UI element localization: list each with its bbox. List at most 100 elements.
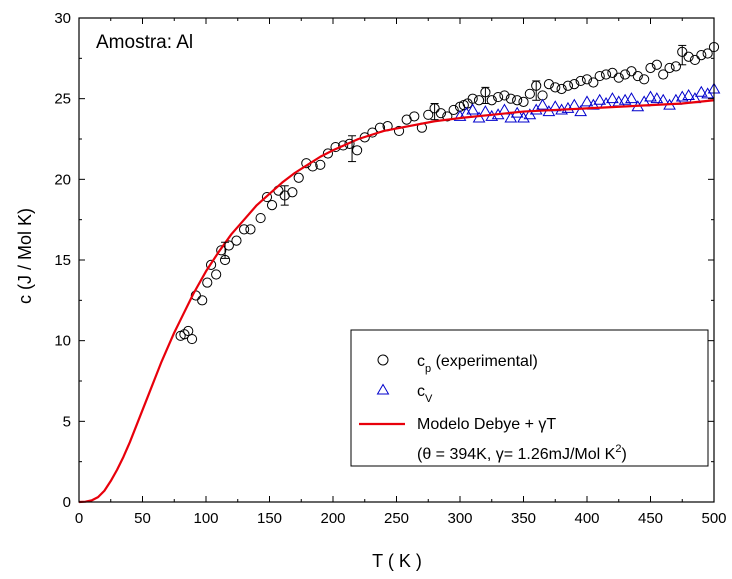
x-tick-label: 50 — [134, 510, 151, 527]
x-axis-title: T ( K ) — [372, 551, 422, 571]
cp-point — [683, 51, 694, 62]
cp-point — [179, 329, 190, 340]
legend-box — [350, 329, 709, 467]
cp-point — [645, 62, 656, 74]
cp-point — [581, 74, 593, 85]
cp-point — [186, 333, 198, 345]
cp-point — [702, 48, 713, 59]
x-tick-label: 0 — [75, 510, 83, 527]
x-tick-label: 450 — [638, 510, 663, 527]
cp-point — [569, 79, 580, 90]
legend-cp-marker — [377, 354, 389, 366]
cp-point — [202, 277, 213, 288]
x-tick-label: 150 — [257, 510, 282, 527]
cp-point — [664, 62, 675, 74]
cp-point — [473, 95, 485, 106]
cp-point — [239, 224, 250, 235]
cp-point — [512, 95, 523, 106]
cv-point — [625, 92, 638, 104]
cp-point — [639, 74, 650, 85]
cp-point — [211, 269, 222, 280]
cp-point — [499, 90, 510, 101]
cp-point — [322, 148, 334, 159]
y-tick-label: 25 — [54, 91, 71, 108]
x-tick-label: 100 — [193, 510, 218, 527]
cp-point — [393, 125, 405, 137]
legend: cp (experimental) cV Modelo Debye + γT (… — [350, 329, 709, 467]
legend-params-label: (θ = 394K, γ= 1.26mJ/Mol K2) — [417, 443, 627, 463]
y-tick-label: 15 — [54, 252, 71, 269]
cp-point — [423, 109, 434, 120]
cp-point — [261, 191, 273, 203]
x-tick-label: 250 — [384, 510, 409, 527]
x-tick-label: 350 — [511, 510, 536, 527]
cp-point — [293, 172, 304, 183]
cp-point — [197, 295, 208, 306]
cv-point — [517, 111, 530, 123]
cv-point — [694, 85, 708, 97]
cp-point — [255, 212, 266, 224]
cp-point — [550, 82, 561, 93]
cp-point — [613, 72, 624, 83]
cv-point — [580, 95, 594, 107]
cp-point — [266, 200, 278, 211]
cp-point — [352, 145, 363, 156]
y-axis-title: c (J / Mol K) — [15, 208, 35, 304]
cv-point — [574, 105, 588, 117]
cp-point — [543, 79, 555, 90]
y-tick-label: 0 — [63, 494, 71, 511]
plot-area — [78, 41, 721, 504]
cv-point — [536, 98, 549, 110]
cv-point — [466, 103, 480, 115]
x-tick-label: 300 — [447, 510, 472, 527]
cp-point — [696, 50, 707, 61]
cp-point — [575, 75, 586, 87]
cp-point — [556, 83, 567, 95]
cp-point — [505, 93, 516, 104]
cp-point — [435, 108, 447, 119]
sample-annotation: Amostra: Al — [96, 32, 193, 53]
cp-point — [632, 70, 643, 82]
cp-point — [689, 54, 701, 66]
y-tick-label: 10 — [54, 333, 71, 350]
y-tick-label: 20 — [54, 171, 71, 188]
cp-point — [518, 96, 529, 107]
cp-point — [524, 88, 535, 99]
cv-point — [561, 101, 575, 113]
cv-point — [644, 90, 657, 102]
cp-point — [409, 111, 420, 122]
cp-point — [315, 159, 326, 170]
legend-cp-label: cp (experimental) — [417, 353, 538, 375]
cp-point — [205, 259, 217, 270]
cv-point — [593, 93, 607, 105]
y-tick-label: 5 — [63, 413, 71, 430]
cv-point — [453, 109, 467, 121]
cp-point — [338, 140, 349, 151]
axes: 0 50 100 150 200 250 300 350 400 450 500 0 5 10 15 20 25… — [54, 10, 726, 527]
cp-point — [245, 224, 256, 235]
cp-point — [607, 67, 618, 78]
y-tick-label: 30 — [54, 10, 71, 27]
cp-point — [216, 245, 227, 256]
model-curve — [78, 99, 715, 504]
cp-point — [231, 235, 242, 246]
x-tick-label: 400 — [574, 510, 599, 527]
legend-cv-label: cV — [417, 383, 433, 405]
cp-point — [626, 66, 637, 77]
cp-point — [658, 69, 669, 80]
cp-point — [594, 70, 605, 82]
cv-point — [606, 92, 619, 104]
cp-point — [620, 69, 631, 80]
cp-point — [562, 80, 574, 91]
cp-point — [493, 91, 504, 103]
cp-point — [183, 325, 194, 337]
x-tick-label: 500 — [701, 510, 726, 527]
cp-point — [467, 93, 478, 104]
cp-point — [600, 69, 612, 80]
cp-point — [670, 61, 682, 72]
cp-point — [486, 95, 497, 106]
legend-model-label: Modelo Debye + γT — [417, 416, 556, 433]
cv-point — [682, 88, 695, 100]
x-tick-label: 200 — [320, 510, 345, 527]
